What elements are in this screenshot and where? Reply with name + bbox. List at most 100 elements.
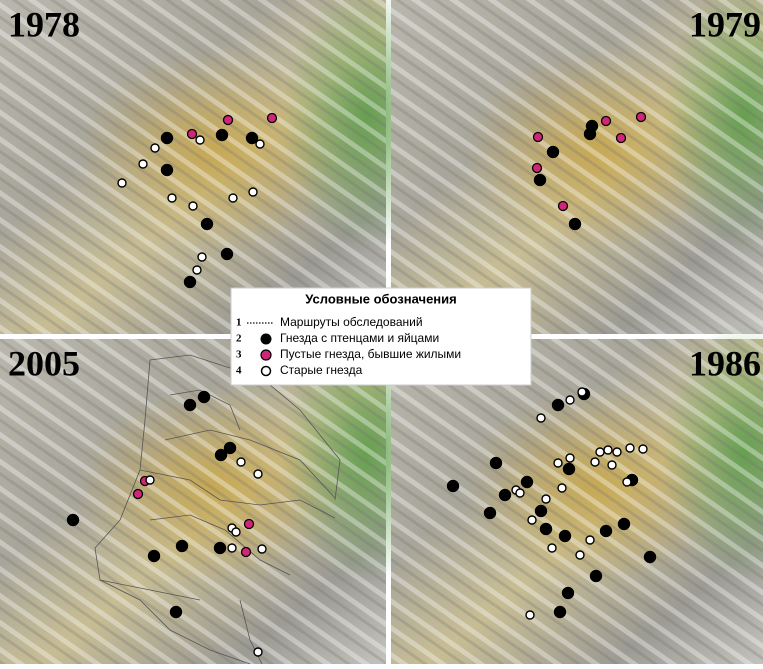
nest-old [193, 266, 201, 274]
legend-number: 4 [236, 365, 242, 377]
nest-old [258, 545, 266, 553]
nest-active [484, 507, 496, 519]
nest-old [548, 544, 556, 552]
legend-number: 2 [236, 333, 242, 345]
legend-symbol [262, 367, 271, 376]
legend-number: 1 [236, 317, 242, 329]
nest-empty [533, 164, 542, 173]
nest-old [189, 202, 197, 210]
map-panel: 1979 [391, 0, 763, 334]
nest-old [626, 444, 634, 452]
nest-old [591, 458, 599, 466]
nest-active [590, 570, 602, 582]
nest-old [228, 544, 236, 552]
legend-symbol [261, 350, 271, 360]
legend-symbol [261, 334, 272, 345]
nest-empty [188, 130, 197, 139]
nest-old [151, 144, 159, 152]
nest-empty [534, 133, 543, 142]
nest-active [547, 146, 559, 158]
nest-empty [224, 116, 233, 125]
nest-active [535, 505, 547, 517]
nest-old [526, 611, 534, 619]
legend-label: Гнезда с птенцами и яйцами [280, 331, 439, 345]
nest-active [447, 480, 459, 492]
nest-old [542, 495, 550, 503]
nest-active [554, 606, 566, 618]
nest-old [168, 194, 176, 202]
terrain-relief [391, 0, 763, 334]
nest-old [576, 551, 584, 559]
nest-active [201, 218, 213, 230]
nest-active [161, 132, 173, 144]
panel-year: 1986 [689, 343, 761, 383]
nest-active [644, 551, 656, 563]
nest-old [256, 140, 264, 148]
nest-active [216, 129, 228, 141]
panel-year: 1979 [689, 4, 761, 44]
nest-active [618, 518, 630, 530]
nest-old [578, 388, 586, 396]
nest-old [237, 458, 245, 466]
nest-empty [242, 548, 251, 557]
nest-old [254, 470, 262, 478]
nest-active [562, 587, 574, 599]
nest-active [490, 457, 502, 469]
nest-active [563, 463, 575, 475]
nest-old [566, 396, 574, 404]
legend-label: Маршруты обследований [280, 315, 423, 329]
nest-active [569, 218, 581, 230]
legend: Условные обозначения 1 Маршруты обследов… [231, 288, 531, 385]
nest-active [198, 391, 210, 403]
nest-active [176, 540, 188, 552]
nest-active [534, 174, 546, 186]
nest-old [613, 448, 621, 456]
nest-old [604, 446, 612, 454]
nest-old [118, 179, 126, 187]
nest-old [558, 484, 566, 492]
nest-active [161, 164, 173, 176]
nest-old [198, 253, 206, 261]
nest-active [224, 442, 236, 454]
panel-year: 1978 [8, 4, 80, 44]
nest-old [254, 648, 262, 656]
nest-empty [134, 490, 143, 499]
nest-active [584, 128, 596, 140]
legend-label: Пустые гнезда, бывшие жилыми [280, 347, 461, 361]
nest-old [596, 448, 604, 456]
nest-active [600, 525, 612, 537]
nest-old [639, 445, 647, 453]
nest-active [148, 550, 160, 562]
nest-old [232, 528, 240, 536]
nest-old [249, 188, 257, 196]
nest-empty [268, 114, 277, 123]
terrain-relief [391, 339, 763, 664]
nest-empty [245, 520, 254, 529]
nest-active [184, 276, 196, 288]
map-figure: 1978 1979 2005 1986 Условные обозначения 1 … [0, 0, 763, 664]
nest-active [552, 399, 564, 411]
nest-old [146, 476, 154, 484]
nest-old [566, 454, 574, 462]
nest-empty [559, 202, 568, 211]
nest-active [184, 399, 196, 411]
nest-active [499, 489, 511, 501]
legend-title: Условные обозначения [305, 291, 456, 306]
nest-old [139, 160, 147, 168]
nest-empty [602, 117, 611, 126]
nest-empty [637, 113, 646, 122]
nest-old [608, 461, 616, 469]
panel-year: 2005 [8, 343, 80, 383]
nest-old [537, 414, 545, 422]
nest-old [554, 459, 562, 467]
nest-old [586, 536, 594, 544]
nest-active [540, 523, 552, 535]
map-panel: 1978 [0, 0, 452, 334]
legend-label: Старые гнезда [280, 363, 363, 377]
nest-old [528, 516, 536, 524]
nest-old [623, 478, 631, 486]
nest-active [521, 476, 533, 488]
nest-active [67, 514, 79, 526]
nest-empty [617, 134, 626, 143]
nest-old [229, 194, 237, 202]
